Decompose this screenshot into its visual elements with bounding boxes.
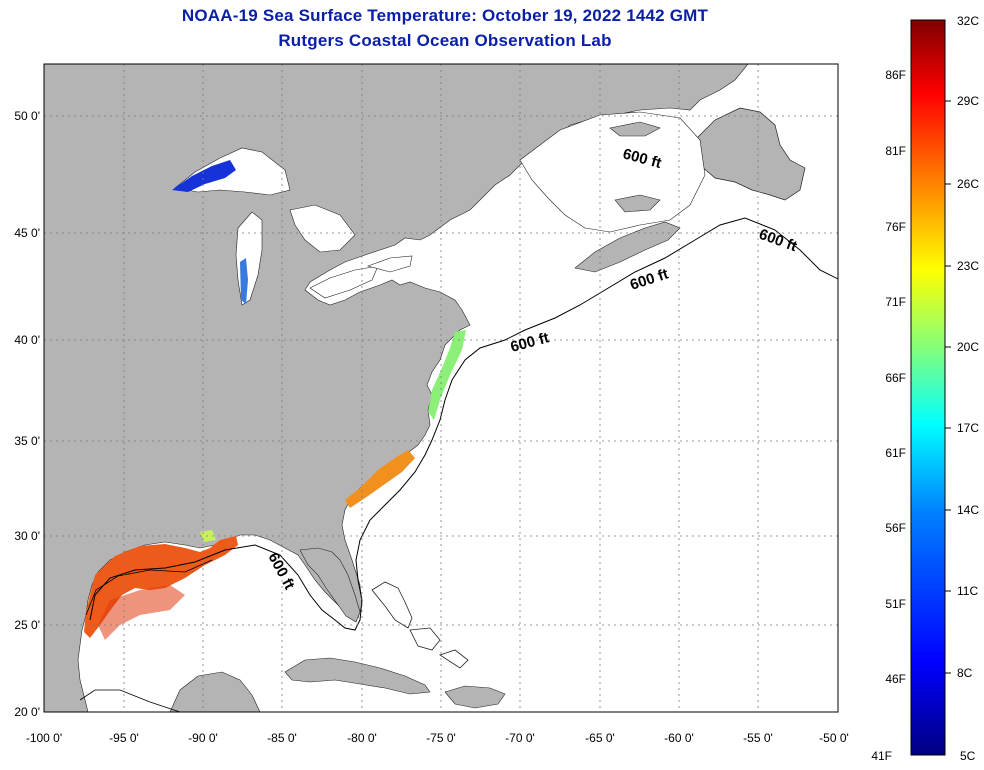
lat-tick-label: 30 0' [14,529,40,543]
colorbar-celsius-label: 32C [957,14,979,28]
map-subtitle: Rutgers Coastal Ocean Observation Lab [278,31,612,50]
lon-tick-label: -80 0' [347,731,377,745]
colorbar-celsius-label: 14C [957,503,979,517]
lon-tick-label: -60 0' [664,731,694,745]
colorbar-celsius-label: 17C [957,421,979,435]
land-cuba [284,657,431,695]
sst-carolina [345,450,415,508]
lon-tick-label: -70 0' [505,731,535,745]
colorbar [910,19,946,756]
lat-tick-label: 35 0' [14,434,40,448]
colorbar-fahrenheit-label: 71F [885,295,906,309]
land-pei [614,194,661,213]
gulf-st-lawrence [519,111,706,233]
colorbar-fahrenheit-label: 66F [885,371,906,385]
colorbar-celsius-label: 29C [957,94,979,108]
land-north-america [44,64,749,712]
sst-superior-cold [172,160,236,192]
lake-huron [289,204,356,253]
map-frame [43,63,839,713]
colorbar-celsius-label: 11C [957,584,978,598]
land-nova-scotia [574,221,681,273]
colorbar-fahrenheit-label: 81F [885,144,906,158]
colorbar-fahrenheit-label: 51F [885,597,906,611]
sst-gulf-yellow [200,530,216,542]
colorbar-celsius-label: 5C [960,749,976,763]
land-anticosti [609,121,661,137]
lon-tick-label: -50 0' [819,731,849,745]
bahamas [371,581,469,669]
land-yucatan [169,671,261,712]
lon-tick-label: -75 0' [426,731,456,745]
lat-tick-label: 40 0' [14,333,40,347]
sst-michigan-west [240,258,248,304]
colorbar-fahrenheit-label: 61F [885,446,906,460]
colorbar-celsius-label: 20C [957,340,979,354]
colorbar-celsius-label: 26C [957,177,979,191]
lon-tick-label: -95 0' [109,731,139,745]
colorbar-fahrenheit-label: 76F [885,220,906,234]
isobath-600ft [89,217,838,631]
colorbar-fahrenheit-label: 86F [885,68,906,82]
colorbar-celsius-label: 8C [957,666,973,680]
lat-tick-label: 50 0' [14,109,40,123]
lon-tick-label: -100 0' [26,731,62,745]
land-florida [299,547,361,623]
isobath-gulf-inner [79,689,181,712]
sst-gulf-speckle [98,585,185,640]
colorbar-ticks [945,100,951,674]
land-hispaniola [444,685,506,709]
lon-tick-label: -85 0' [267,731,297,745]
colorbar-fahrenheit-label: 46F [885,672,906,686]
lon-tick-label: -55 0' [743,731,773,745]
lat-tick-label: 45 0' [14,226,40,240]
lat-tick-label: 20 0' [14,705,40,719]
lake-ontario [367,255,413,273]
lat-tick-label: 25 0' [14,618,40,632]
lon-tick-label: -90 0' [188,731,218,745]
map-title: NOAA-19 Sea Surface Temperature: October… [181,6,709,25]
sst-mid-atlantic [428,330,466,420]
graticule [44,64,838,712]
isobath-gulf-west [85,559,213,616]
land-newfoundland [694,107,806,201]
lake-erie [309,265,379,299]
colorbar-fahrenheit-label: 41F [871,749,892,763]
colorbar-celsius-label: 23C [957,259,979,273]
colorbar-fahrenheit-label: 56F [885,521,906,535]
lon-tick-label: -65 0' [585,731,615,745]
